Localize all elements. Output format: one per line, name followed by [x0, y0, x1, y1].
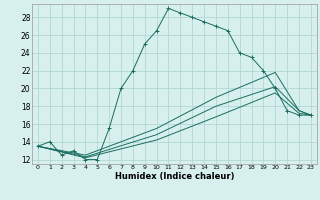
X-axis label: Humidex (Indice chaleur): Humidex (Indice chaleur)	[115, 172, 234, 181]
